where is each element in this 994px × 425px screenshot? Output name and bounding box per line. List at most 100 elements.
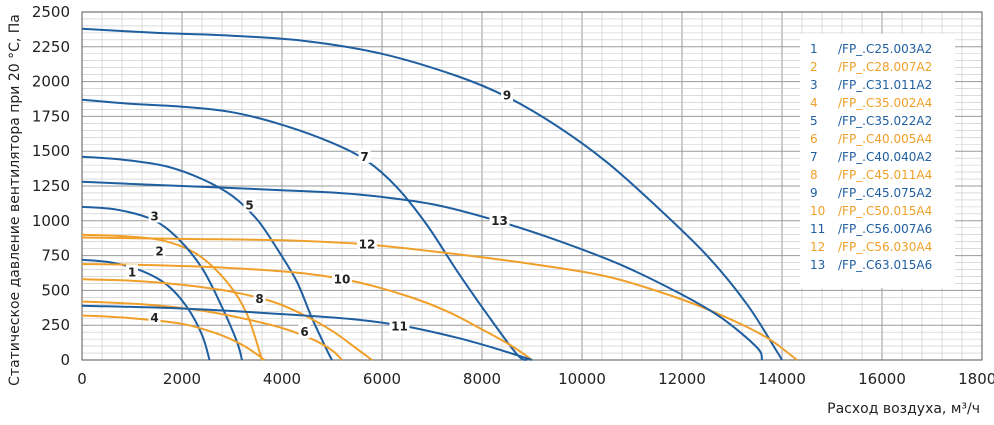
y-tick-label: 2250 — [32, 38, 70, 56]
legend-item-number: 13 — [810, 258, 826, 272]
y-tick-label: 1000 — [32, 212, 70, 230]
curve-12 — [81, 236, 798, 361]
curve-11 — [81, 304, 533, 361]
legend-item-model: /FP_.C50.015A4 — [838, 204, 933, 218]
y-tick-label: 250 — [41, 316, 70, 334]
x-tick-label: 4000 — [263, 370, 301, 388]
curve-label-bg — [153, 243, 166, 258]
x-tick-label: 10000 — [558, 370, 606, 388]
legend-item-model: /FP_.C35.002A4 — [838, 96, 933, 110]
y-axis-title: Статическое давление вентилятора при 20 … — [7, 14, 23, 386]
legend-item-model: /FP_.C25.003A2 — [838, 42, 933, 56]
x-tick-label: 2000 — [163, 370, 201, 388]
x-axis-title: Расход воздуха, м³/ч — [827, 401, 980, 417]
y-tick-label: 1750 — [32, 107, 70, 125]
legend-item-number: 12 — [810, 240, 826, 254]
legend-item: 8/FP_.C45.011A4 — [810, 168, 932, 185]
legend-item: 11/FP_.C56.007A6 — [810, 222, 932, 239]
y-tick-label: 2500 — [32, 3, 70, 21]
curve-label-4: 4 — [150, 311, 158, 325]
curve-label-bg — [253, 290, 266, 305]
curve-label-bg — [357, 236, 377, 251]
x-tick-label: 16000 — [858, 370, 906, 388]
x-tick-label: 14000 — [758, 370, 806, 388]
y-tick-label: 2000 — [32, 73, 70, 91]
curve-label-3: 3 — [150, 210, 158, 224]
curve-label-7: 7 — [360, 150, 368, 164]
curve-label-bg — [298, 324, 311, 339]
legend-item: 5/FP_.C35.022A2 — [810, 114, 932, 131]
curve-label-bg — [489, 212, 510, 227]
curve-label-bg — [148, 208, 161, 223]
curve-10 — [81, 263, 533, 361]
legend-item-number: 9 — [810, 186, 818, 200]
legend-item-number: 3 — [810, 78, 818, 92]
curve-9 — [81, 27, 783, 361]
legend-item-number: 2 — [810, 60, 818, 74]
legend-item-number: 6 — [810, 132, 818, 146]
y-tick-label: 1250 — [32, 177, 70, 195]
legend-item: 12/FP_.C56.030A4 — [810, 240, 932, 257]
legend-item-number: 7 — [810, 150, 818, 164]
curve-label-bg — [358, 148, 371, 163]
tick-labels: 0 2000 4000 6000 8000 10000 12000 14000 16000 180… — [32, 3, 994, 388]
curve-label-bg — [148, 310, 161, 325]
curve-label-13: 13 — [491, 214, 508, 228]
legend-item: 3/FP_.C31.011A2 — [810, 78, 932, 95]
legend-item: 9/FP_.C45.075A2 — [810, 186, 932, 203]
curve-label-bg — [332, 271, 352, 286]
legend-item-number: 10 — [810, 204, 826, 218]
curve-label-8: 8 — [255, 292, 263, 306]
curve-label-12: 12 — [359, 237, 376, 251]
legend-item-number: 4 — [810, 96, 818, 110]
y-tick-label: 500 — [41, 281, 70, 299]
curve-label-11: 11 — [391, 320, 408, 334]
curve-label-2: 2 — [155, 244, 163, 258]
x-tick-label: 12000 — [658, 370, 706, 388]
legend-item-model: /FP_.C40.040A2 — [838, 150, 933, 164]
curve-5 — [81, 155, 333, 361]
curve-label-bg — [243, 197, 256, 212]
curve-3 — [81, 205, 243, 361]
legend-item-number: 1 — [810, 42, 818, 56]
curve-2 — [81, 233, 263, 361]
legend-item-number: 8 — [810, 168, 818, 182]
curve-4 — [81, 314, 266, 361]
curve-label-6: 6 — [300, 325, 308, 339]
legend-item: 10/FP_.C50.015A4 — [810, 204, 932, 221]
grid — [81, 11, 983, 361]
legend-item-model: /FP_.C35.022A2 — [838, 114, 933, 128]
legend-item: 6/FP_.C40.005A4 — [810, 132, 932, 149]
legend-item-model: /FP_.C45.011A4 — [838, 168, 933, 182]
legend-item-model: /FP_.C31.011A2 — [838, 78, 933, 92]
x-tick-label: 6000 — [363, 370, 401, 388]
legend-item-model: /FP_.C45.075A2 — [838, 186, 933, 200]
curve-label-10: 10 — [334, 272, 351, 286]
curve-label-5: 5 — [245, 198, 253, 212]
legend-item-model: /FP_.C56.007A6 — [838, 222, 933, 236]
x-tick-label: 8000 — [463, 370, 501, 388]
curve-8 — [81, 278, 373, 361]
curve-label-9: 9 — [503, 89, 511, 103]
legend-item: 13/FP_.C63.015A6 — [810, 258, 932, 275]
legend-item-number: 11 — [810, 222, 826, 236]
legend-item: 1/FP_.C25.003A2 — [810, 42, 932, 59]
curve-label-bg — [501, 87, 513, 102]
legend: 1/FP_.C25.003A2 2/FP_.C28.007A2 3/FP_.C31.… — [800, 34, 955, 288]
legend-item: 4/FP_.C35.002A4 — [810, 96, 932, 113]
curve-1 — [81, 258, 211, 361]
curve-label-1: 1 — [128, 265, 136, 279]
legend-item-model: /FP_.C56.030A4 — [838, 240, 933, 254]
y-tick-label: 750 — [41, 247, 70, 265]
curve-label-bg — [126, 264, 138, 279]
legend-item-model: /FP_.C28.007A2 — [838, 60, 933, 74]
legend-item-model: /FP_.C40.005A4 — [838, 132, 933, 146]
curve-label-bg — [389, 318, 410, 333]
legend-item: 2/FP_.C28.007A2 — [810, 60, 932, 77]
legend-item: 7/FP_.C40.040A2 — [810, 150, 932, 167]
legend-item-model: /FP_.C63.015A6 — [838, 258, 933, 272]
y-tick-label: 1500 — [32, 142, 70, 160]
